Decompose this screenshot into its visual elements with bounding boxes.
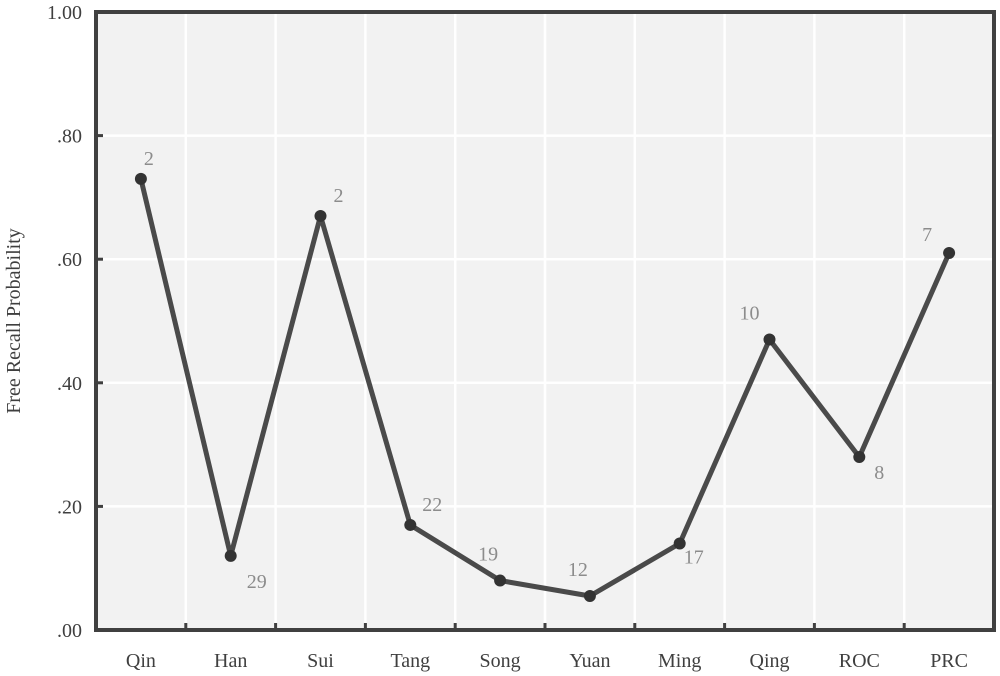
data-point-label: 10 bbox=[740, 303, 760, 325]
data-point bbox=[853, 450, 866, 463]
data-point-label: 22 bbox=[422, 494, 442, 516]
data-point bbox=[583, 590, 596, 603]
y-tick-label: .40 bbox=[57, 373, 82, 395]
data-point-label: 8 bbox=[874, 462, 884, 484]
data-point-label: 12 bbox=[568, 559, 588, 581]
y-tick-label: 1.00 bbox=[47, 2, 82, 24]
x-tick-label: Sui bbox=[307, 650, 334, 672]
x-tick-label: Song bbox=[480, 650, 521, 672]
grid-lines bbox=[96, 12, 994, 630]
y-axis-ticks: .00 .20 .40 .60 .80 1.00 bbox=[47, 2, 103, 642]
data-point-label: 29 bbox=[247, 571, 267, 593]
x-tick-label: PRC bbox=[930, 650, 968, 672]
y-tick-label: .60 bbox=[57, 249, 82, 271]
y-axis-title: Free Recall Probability bbox=[3, 228, 25, 414]
x-tick-label: Han bbox=[214, 650, 247, 672]
y-tick-label: .00 bbox=[57, 620, 82, 642]
data-point-label: 7 bbox=[922, 224, 932, 246]
data-point-label: 19 bbox=[478, 544, 498, 566]
series-line bbox=[138, 178, 952, 599]
x-tick-label: Tang bbox=[390, 650, 430, 672]
x-tick-label: Qing bbox=[750, 650, 790, 672]
x-tick-label: Yuan bbox=[569, 650, 610, 672]
data-point-label: 2 bbox=[334, 185, 344, 207]
data-point bbox=[673, 537, 686, 550]
data-point bbox=[224, 549, 237, 562]
y-tick-label: .20 bbox=[57, 496, 82, 518]
data-point bbox=[134, 172, 147, 185]
data-point-label: 17 bbox=[684, 546, 704, 568]
data-point bbox=[943, 247, 956, 260]
x-tick-label: ROC bbox=[839, 650, 880, 672]
x-tick-label: Ming bbox=[658, 650, 701, 672]
data-point bbox=[763, 333, 776, 346]
data-point-label: 2 bbox=[144, 148, 154, 170]
data-point bbox=[404, 518, 417, 531]
x-axis-ticks: Qin Han Sui Tang Song Yuan Ming Qing ROC PRC bbox=[126, 623, 968, 672]
data-point bbox=[494, 574, 507, 587]
x-tick-label: Qin bbox=[126, 650, 156, 672]
data-point bbox=[314, 209, 327, 222]
y-tick-label: .80 bbox=[57, 126, 82, 148]
